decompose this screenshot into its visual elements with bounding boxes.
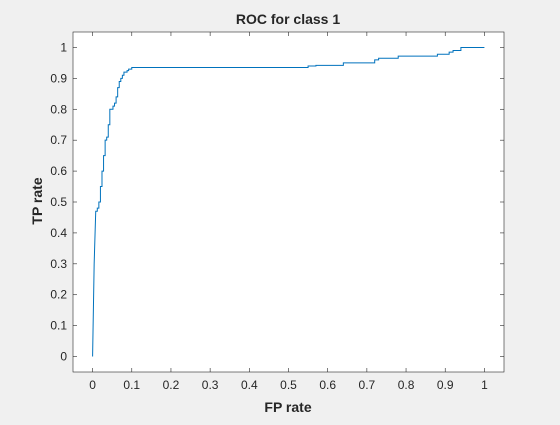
y-tick-label: 1	[60, 40, 67, 54]
y-tick-label: 0	[60, 350, 67, 364]
x-tick-label: 0.4	[241, 378, 258, 392]
y-tick-label: 0.3	[50, 257, 67, 271]
x-tick-label: 0.6	[319, 378, 336, 392]
x-tick-label: 0.2	[163, 378, 180, 392]
x-tick-label: 0.1	[123, 378, 140, 392]
x-tick-label: 0.7	[359, 378, 376, 392]
y-axis-title: TP rate	[29, 177, 45, 224]
y-tick-label: 0.8	[50, 102, 67, 116]
y-tick-label: 0.6	[50, 164, 67, 178]
x-tick-label: 0.3	[202, 378, 219, 392]
x-axis-title: FP rate	[264, 399, 311, 415]
roc-curve-line	[92, 46, 485, 357]
x-tick-label: 0.5	[280, 378, 297, 392]
x-tick-label: 1	[481, 378, 488, 392]
x-tick-label: 0.9	[437, 378, 454, 392]
y-tick-label: 0.4	[50, 226, 67, 240]
y-tick-label: 0.2	[50, 288, 67, 302]
plot-area	[73, 32, 504, 372]
chart-title: ROC for class 1	[236, 11, 340, 27]
y-tick-label: 0.9	[50, 71, 67, 85]
y-tick-label: 0.1	[50, 319, 67, 333]
y-tick-label: 0.7	[50, 133, 67, 147]
x-tick-label: 0	[89, 378, 96, 392]
x-tick-label: 0.8	[398, 378, 415, 392]
y-tick-label: 0.5	[50, 195, 67, 209]
